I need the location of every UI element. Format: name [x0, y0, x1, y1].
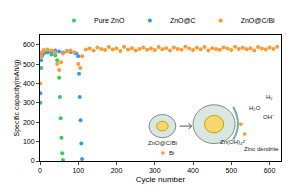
svg-text:Zinc dendrite: Zinc dendrite — [244, 146, 279, 152]
svg-text:500: 500 — [225, 167, 237, 174]
svg-text:300: 300 — [149, 167, 161, 174]
svg-text:Cycle number: Cycle number — [136, 175, 186, 184]
svg-text:H₂: H₂ — [266, 94, 273, 100]
svg-text:Specific capacity(mAh/g): Specific capacity(mAh/g) — [13, 59, 21, 136]
svg-text:Zn(OH)₄²⁻: Zn(OH)₄²⁻ — [220, 139, 246, 145]
svg-text:OH⁻: OH⁻ — [263, 114, 274, 120]
svg-text:400: 400 — [23, 80, 35, 87]
svg-text:200: 200 — [23, 119, 35, 126]
svg-text:500: 500 — [23, 61, 35, 68]
svg-text:ZnO@C: ZnO@C — [170, 17, 196, 24]
svg-text:600: 600 — [23, 41, 35, 48]
svg-text:100: 100 — [23, 138, 35, 145]
svg-text:300: 300 — [23, 99, 35, 106]
svg-text:H₂O: H₂O — [249, 105, 261, 111]
svg-text:600: 600 — [264, 167, 276, 174]
svg-text:Bi: Bi — [169, 150, 174, 156]
svg-text:Pure ZnO: Pure ZnO — [94, 17, 125, 24]
svg-text:0: 0 — [38, 167, 42, 174]
svg-text:400: 400 — [187, 167, 199, 174]
svg-text:200: 200 — [111, 167, 123, 174]
svg-text:ZnO@C/Bi: ZnO@C/Bi — [241, 17, 275, 24]
svg-text:100: 100 — [72, 167, 84, 174]
svg-text:0: 0 — [31, 157, 35, 164]
svg-text:ZnO@C/Bi: ZnO@C/Bi — [148, 140, 177, 146]
